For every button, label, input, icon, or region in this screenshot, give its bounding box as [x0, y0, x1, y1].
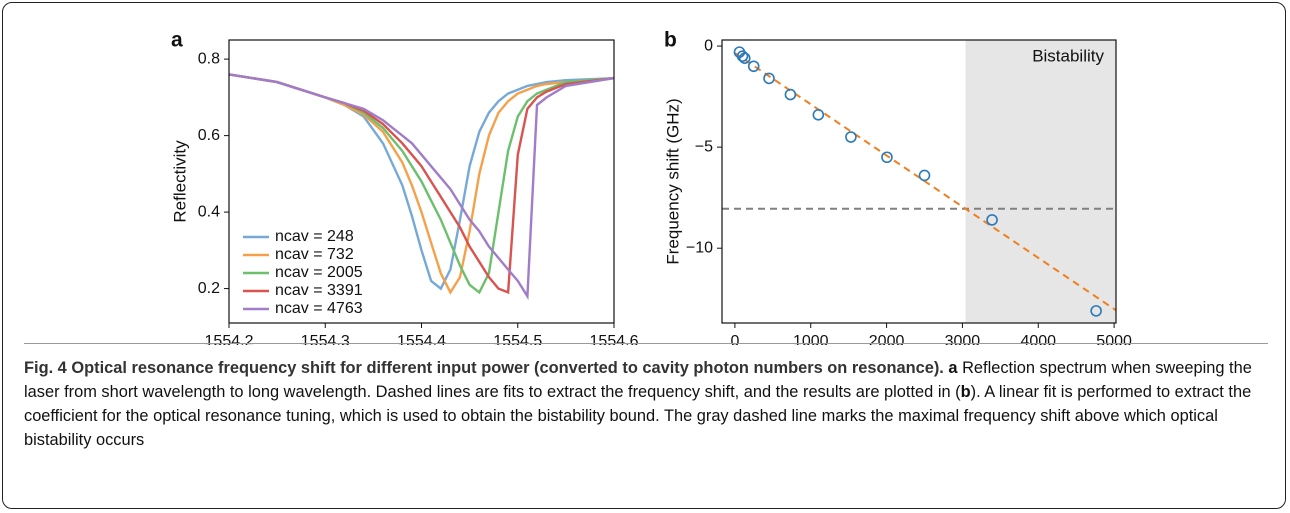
data-point: [763, 72, 775, 85]
x-tick-label: 1554.4: [397, 333, 446, 345]
data-point: [784, 88, 797, 101]
caption-text: Reflection spectrum when sweeping the la…: [24, 359, 1252, 401]
x-tick-label: 1554.2: [205, 333, 254, 345]
shade-label: Bistability: [1032, 46, 1104, 65]
legend-label: ncav = 732: [275, 246, 354, 263]
x-tick-label: 1554.6: [590, 333, 639, 345]
legend-label: ncav = 2005: [275, 264, 363, 281]
y-tick-label: 0.4: [198, 203, 220, 220]
legend-label: ncav = 248: [275, 228, 354, 245]
y-tick-label: −5: [695, 138, 713, 155]
data-point: [845, 131, 857, 143]
caption-label: Fig. 4: [24, 359, 67, 377]
data-line: [229, 73, 614, 291]
data-line: [229, 73, 614, 295]
y-tick-label: 0.2: [198, 280, 220, 297]
y-tick-label: 0: [704, 37, 713, 54]
data-point: [918, 169, 931, 182]
x-tick-label: 4000: [1020, 333, 1056, 345]
data-point: [738, 52, 751, 64]
legend-label: ncav = 3391: [275, 282, 363, 299]
x-tick-label: 3000: [945, 333, 981, 345]
caption-text: a: [943, 359, 958, 377]
caption-title: Optical resonance frequency shift for di…: [71, 359, 944, 377]
x-tick-label: 1554.3: [301, 333, 350, 345]
y-axis-label: Frequency shift (GHz): [663, 98, 682, 264]
data-point: [747, 60, 760, 73]
x-tick-label: 2000: [869, 333, 905, 345]
data-point: [736, 50, 749, 62]
data-line: [229, 73, 614, 295]
axes-frame: [721, 39, 1117, 324]
y-tick-label: 0.8: [198, 50, 220, 67]
caption-text: b: [960, 383, 971, 401]
fit-line: [734, 52, 1116, 312]
shade-region: [965, 40, 1116, 323]
data-point: [881, 151, 893, 164]
axes-frame: [228, 39, 615, 324]
panel-label: b: [664, 29, 677, 52]
y-axis-label: Reflectivity: [170, 140, 189, 223]
panel-label: a: [171, 29, 183, 52]
y-tick-label: −10: [686, 239, 713, 256]
caption: Fig. 4 Optical resonance frequency shift…: [24, 356, 1264, 452]
legend-label: ncav = 4763: [275, 300, 363, 317]
x-tick-label: 1000: [793, 333, 829, 345]
figure: aWavelength (nm)Reflectivity1554.21554.3…: [170, 29, 1132, 345]
data-point: [986, 214, 998, 226]
data-point: [812, 108, 825, 121]
data-line: [229, 73, 614, 295]
separator: [24, 343, 1268, 344]
x-tick-label: 5000: [1096, 333, 1132, 345]
x-tick-label: 1554.5: [493, 333, 542, 345]
x-tick-label: 0: [730, 333, 739, 345]
caption-text: ). A linear fit is performed to extract …: [24, 383, 1252, 449]
data-line: [229, 73, 614, 301]
y-tick-label: 0.6: [198, 127, 220, 144]
data-point: [1090, 305, 1102, 317]
